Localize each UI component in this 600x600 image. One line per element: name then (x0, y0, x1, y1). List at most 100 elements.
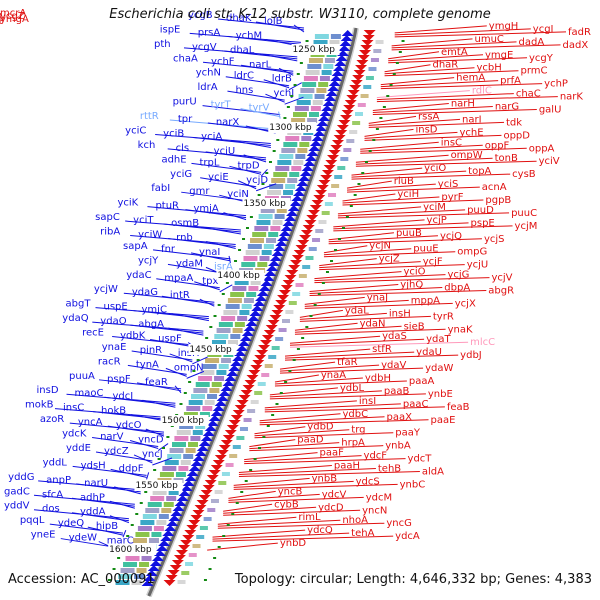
reverse-gene-arrow (178, 545, 191, 551)
gene-label-mcrA: mcrA (0, 8, 26, 19)
kbp-label-bg (291, 44, 340, 55)
gene-label-cls: cls (176, 143, 190, 154)
gene-label-lolB: lolB (264, 16, 283, 27)
forward-gene-arrow (186, 470, 199, 476)
gene-label-yciC: yciC (125, 125, 146, 136)
track-tick (257, 194, 261, 196)
forward-gene-arrow (206, 420, 219, 426)
feature-block (375, 40, 384, 44)
reverse-gene-arrow (359, 50, 372, 56)
feature-block (177, 580, 186, 584)
feature-block (307, 64, 322, 69)
leader-line (212, 532, 350, 540)
feature-block (204, 400, 215, 405)
leader-line (114, 486, 141, 495)
reverse-gene-arrow (192, 510, 205, 516)
feature-block (271, 346, 280, 350)
forward-gene-arrow (172, 505, 185, 511)
reverse-gene-arrow (273, 305, 286, 311)
forward-gene-arrow (335, 55, 348, 61)
leader-line (264, 400, 357, 409)
gene-label-paaE: paaE (431, 415, 456, 426)
forward-gene-arrow (182, 480, 195, 486)
forward-gene-arrow (253, 300, 266, 306)
forward-gene-arrow (289, 200, 302, 206)
reverse-gene-arrow (180, 540, 193, 546)
leader-line (299, 309, 343, 318)
feature-block (349, 130, 358, 134)
gene-label-ynaE: ynaE (102, 342, 127, 353)
feature-block (200, 370, 215, 375)
leader-line (299, 315, 431, 322)
gene-label-adhE: adhE (161, 154, 186, 165)
gene-label-racR: racR (98, 356, 121, 367)
leader-line (249, 442, 340, 450)
leader-line (299, 312, 387, 320)
gene-label-marC: marC (107, 536, 134, 547)
reverse-gene-arrow (254, 355, 267, 361)
reverse-gene-arrow (173, 555, 186, 561)
gene-label-pinR: pinR (140, 345, 162, 356)
gene-label-ldrB: ldrB (272, 74, 292, 85)
forward-gene-arrow (214, 400, 227, 406)
gene-label-ycjP: ycjP (427, 215, 447, 226)
leader-line (228, 255, 231, 264)
forward-gene-arrow (145, 570, 158, 576)
feature-block (169, 448, 184, 453)
feature-block (291, 166, 302, 171)
track-tick (225, 282, 229, 284)
reverse-gene-arrow (204, 480, 217, 486)
forward-gene-arrow (306, 150, 319, 156)
track-tick (357, 183, 361, 185)
feature-block (281, 148, 296, 153)
gene-label-mlcC: mlcC (470, 337, 495, 348)
leader-line (186, 370, 205, 379)
gene-label-ydeQ: ydeQ (58, 518, 84, 529)
gene-label-purU: purU (173, 97, 197, 108)
reverse-gene-arrow (362, 35, 375, 41)
leader-line (346, 180, 392, 189)
gene-label-ydcF: ydcF (364, 451, 388, 462)
gene-label-hemA: hemA (456, 73, 485, 84)
gene-label-tyrR: tyrR (433, 311, 454, 322)
leader-line (249, 439, 296, 448)
feature-block (147, 502, 162, 507)
gene-label-dadX: dadX (563, 40, 589, 51)
feature-block (207, 394, 218, 399)
leader-line (293, 24, 305, 33)
leader-line (323, 251, 456, 258)
gene-label-oppD: oppD (503, 130, 530, 141)
feature-block (318, 220, 327, 224)
reverse-gene-arrow (330, 145, 343, 151)
feature-block (250, 400, 259, 404)
leader-line (238, 471, 420, 477)
gene-label-aldA: aldA (422, 467, 444, 478)
leader-line (259, 419, 429, 426)
gene-label-ydaW: ydaW (425, 363, 453, 374)
track-tick (238, 249, 242, 251)
feature-block (316, 88, 327, 93)
forward-gene-arrow (176, 495, 189, 501)
leader-line (217, 18, 305, 29)
gene-label-puuA: puuA (69, 371, 95, 382)
leader-line (145, 428, 165, 437)
leader-line (355, 154, 449, 163)
gene-label-yciE: yciE (208, 172, 229, 183)
feature-block (227, 340, 238, 345)
leader-line (191, 162, 262, 173)
track-tick (341, 227, 345, 229)
feature-block (357, 103, 366, 107)
gene-label-ydcZ: ydcZ (104, 446, 129, 457)
track-tick (244, 480, 248, 482)
feature-block (283, 142, 298, 147)
gene-label-ydcD: ydcD (318, 502, 344, 513)
feature-block (166, 496, 177, 501)
leader-line (92, 411, 170, 421)
gene-label-ydaL: ydaL (345, 305, 369, 316)
gene-label-ycgB: ycgB (188, 10, 213, 21)
leader-line (360, 141, 439, 150)
leader-line (376, 90, 470, 99)
feature-block (202, 364, 217, 369)
leader-line (49, 523, 124, 534)
feature-block (285, 310, 294, 314)
